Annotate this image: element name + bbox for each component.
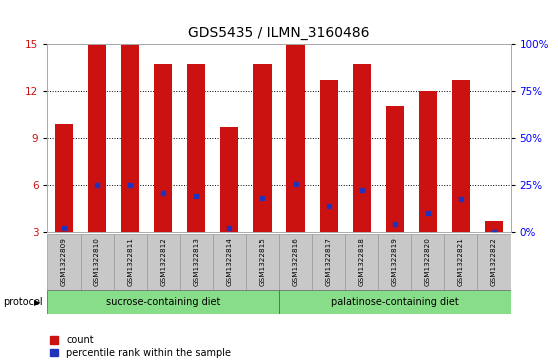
Bar bbox=[47, 234, 80, 290]
Bar bbox=[418, 91, 437, 232]
Text: GSM1322812: GSM1322812 bbox=[160, 237, 166, 286]
Text: ▶: ▶ bbox=[33, 298, 40, 307]
Text: GSM1322815: GSM1322815 bbox=[259, 237, 266, 286]
Bar bbox=[312, 234, 345, 290]
Bar bbox=[353, 64, 371, 232]
Bar bbox=[246, 234, 279, 290]
Bar bbox=[147, 234, 180, 290]
Bar bbox=[378, 234, 411, 290]
Bar bbox=[180, 234, 213, 290]
Bar bbox=[386, 106, 404, 232]
Bar bbox=[478, 234, 511, 290]
Text: palatinose-containing diet: palatinose-containing diet bbox=[331, 297, 459, 307]
Title: GDS5435 / ILMN_3160486: GDS5435 / ILMN_3160486 bbox=[188, 26, 370, 40]
Text: GSM1322822: GSM1322822 bbox=[491, 237, 497, 286]
Bar bbox=[187, 64, 205, 232]
Bar bbox=[154, 64, 172, 232]
Bar bbox=[80, 234, 114, 290]
Text: GSM1322818: GSM1322818 bbox=[359, 237, 365, 286]
Text: GSM1322814: GSM1322814 bbox=[227, 237, 232, 286]
Text: GSM1322819: GSM1322819 bbox=[392, 237, 398, 286]
Bar bbox=[220, 127, 238, 232]
Bar bbox=[320, 80, 338, 232]
Legend: count, percentile rank within the sample: count, percentile rank within the sample bbox=[50, 335, 231, 358]
Bar bbox=[411, 234, 444, 290]
Bar bbox=[345, 234, 378, 290]
Bar bbox=[279, 290, 511, 314]
Text: GSM1322810: GSM1322810 bbox=[94, 237, 100, 286]
Bar bbox=[444, 234, 478, 290]
Bar bbox=[452, 80, 470, 232]
Text: GSM1322813: GSM1322813 bbox=[193, 237, 199, 286]
Text: GSM1322820: GSM1322820 bbox=[425, 237, 431, 286]
Text: GSM1322809: GSM1322809 bbox=[61, 237, 67, 286]
Text: sucrose-containing diet: sucrose-containing diet bbox=[106, 297, 220, 307]
Bar bbox=[121, 44, 140, 232]
Bar bbox=[253, 64, 272, 232]
Bar bbox=[213, 234, 246, 290]
Text: GSM1322816: GSM1322816 bbox=[292, 237, 299, 286]
Bar bbox=[88, 44, 106, 232]
Bar bbox=[286, 44, 305, 232]
Bar bbox=[485, 221, 503, 232]
Bar bbox=[279, 234, 312, 290]
Text: GSM1322811: GSM1322811 bbox=[127, 237, 133, 286]
Text: protocol: protocol bbox=[3, 297, 42, 307]
Bar bbox=[55, 124, 73, 232]
Bar bbox=[114, 234, 147, 290]
Text: GSM1322821: GSM1322821 bbox=[458, 237, 464, 286]
Text: GSM1322817: GSM1322817 bbox=[326, 237, 331, 286]
Bar bbox=[47, 290, 279, 314]
